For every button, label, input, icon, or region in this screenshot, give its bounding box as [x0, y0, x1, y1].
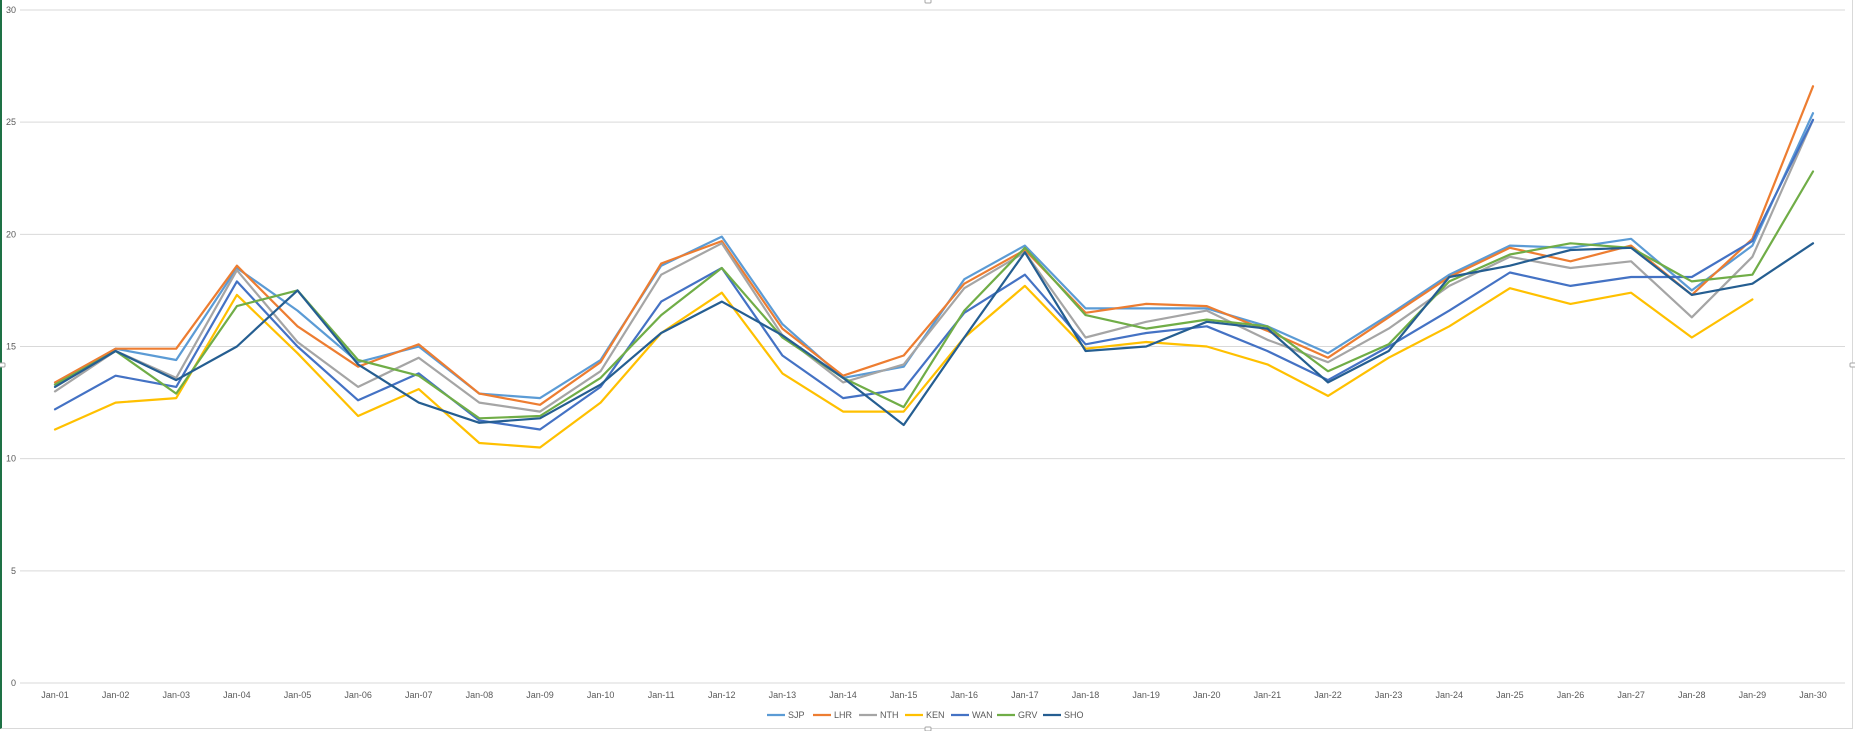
series-line-sho [53, 242, 1815, 427]
series-line-wan [53, 118, 1815, 431]
x-tick-label: Jan-21 [1254, 690, 1282, 700]
gridlines [20, 9, 1845, 684]
x-tick-label: Jan-26 [1557, 690, 1585, 700]
y-tick-label: 5 [11, 566, 16, 576]
legend-label: NTH [880, 710, 899, 720]
legend-item-sho: SHO [1043, 710, 1084, 720]
y-tick-label: 20 [6, 229, 16, 239]
legend-item-wan: WAN [951, 710, 993, 720]
legend-item-ken: KEN [905, 710, 945, 720]
series-line-nth [53, 118, 1815, 413]
x-tick-label: Jan-16 [951, 690, 979, 700]
x-tick-label: Jan-29 [1739, 690, 1767, 700]
y-axis-ticks: 0 5 10 15 20 25 30 [6, 5, 16, 688]
x-tick-label: Jan-08 [466, 690, 494, 700]
legend-label: SJP [788, 710, 805, 720]
legend-label: GRV [1018, 710, 1037, 720]
legend-item-grv: GRV [997, 710, 1037, 720]
x-tick-label: Jan-28 [1678, 690, 1706, 700]
x-tick-label: Jan-02 [102, 690, 130, 700]
series-lines [53, 85, 1815, 449]
x-tick-label: Jan-03 [162, 690, 190, 700]
x-tick-label: Jan-15 [890, 690, 918, 700]
x-tick-label: Jan-01 [41, 690, 69, 700]
legend-item-lhr: LHR [813, 710, 853, 720]
legend-label: LHR [834, 710, 853, 720]
x-tick-label: Jan-06 [344, 690, 372, 700]
x-tick-label: Jan-18 [1072, 690, 1100, 700]
y-tick-label: 25 [6, 117, 16, 127]
x-tick-label: Jan-10 [587, 690, 615, 700]
legend-item-sjp: SJP [767, 710, 805, 720]
x-axis-ticks: Jan-01 Jan-02 Jan-03 Jan-04 Jan-05 Jan-06 Jan-… [41, 690, 1827, 700]
x-tick-label: Jan-14 [829, 690, 857, 700]
resize-handle[interactable] [924, 0, 932, 4]
y-tick-label: 15 [6, 342, 16, 352]
x-tick-label: Jan-13 [769, 690, 797, 700]
x-tick-label: Jan-05 [284, 690, 312, 700]
x-tick-label: Jan-24 [1436, 690, 1464, 700]
legend: SJP LHR NTH KEN WAN GRV SHO [767, 710, 1084, 720]
series-line-ken [53, 284, 1754, 449]
x-tick-label: Jan-22 [1314, 690, 1342, 700]
y-tick-label: 0 [11, 678, 16, 688]
resize-handle[interactable] [1849, 362, 1855, 368]
legend-item-nth: NTH [859, 710, 899, 720]
x-tick-label: Jan-30 [1799, 690, 1827, 700]
x-tick-label: Jan-12 [708, 690, 736, 700]
x-tick-label: Jan-25 [1496, 690, 1524, 700]
resize-handle[interactable] [924, 726, 932, 731]
x-tick-label: Jan-04 [223, 690, 251, 700]
resize-handle[interactable] [0, 362, 6, 368]
x-tick-label: Jan-07 [405, 690, 433, 700]
x-tick-label: Jan-27 [1617, 690, 1645, 700]
x-tick-label: Jan-17 [1011, 690, 1039, 700]
x-tick-label: Jan-20 [1193, 690, 1221, 700]
x-tick-label: Jan-23 [1375, 690, 1403, 700]
legend-label: KEN [926, 710, 945, 720]
x-tick-label: Jan-09 [526, 690, 554, 700]
legend-label: SHO [1064, 710, 1084, 720]
x-tick-label: Jan-19 [1132, 690, 1160, 700]
series-line-grv [53, 170, 1815, 420]
y-tick-label: 30 [6, 5, 16, 15]
y-tick-label: 10 [6, 454, 16, 464]
series-line-lhr [53, 85, 1815, 406]
legend-label: WAN [972, 710, 993, 720]
x-tick-label: Jan-11 [648, 690, 675, 700]
